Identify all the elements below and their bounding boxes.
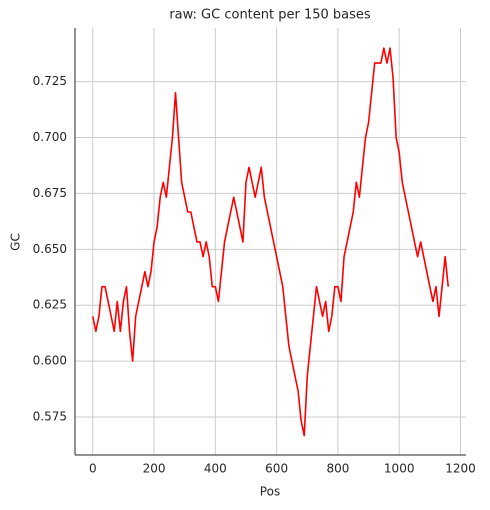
y-tick-label: 0.600 bbox=[33, 354, 67, 368]
data-line bbox=[91, 47, 450, 437]
x-axis-label: Pos bbox=[260, 485, 280, 499]
y-tick-label: 0.575 bbox=[33, 409, 67, 423]
chart-title: raw: GC content per 150 bases bbox=[169, 8, 371, 23]
y-tick-label: 0.625 bbox=[33, 298, 67, 312]
y-tick-label: 0.650 bbox=[33, 242, 67, 256]
y-tick-label: 0.675 bbox=[33, 186, 67, 200]
y-axis-label: GC bbox=[9, 233, 23, 251]
y-tick-label: 0.725 bbox=[33, 74, 67, 88]
x-tick-label: 0 bbox=[89, 462, 97, 476]
x-tick-label: 800 bbox=[326, 462, 349, 476]
y-tick-label: 0.700 bbox=[33, 130, 67, 144]
x-tick-label: 1000 bbox=[384, 462, 415, 476]
x-tick-label: 200 bbox=[143, 462, 166, 476]
x-tick-label: 1200 bbox=[445, 462, 476, 476]
x-tick-label: 400 bbox=[204, 462, 227, 476]
x-tick-label: 600 bbox=[265, 462, 288, 476]
